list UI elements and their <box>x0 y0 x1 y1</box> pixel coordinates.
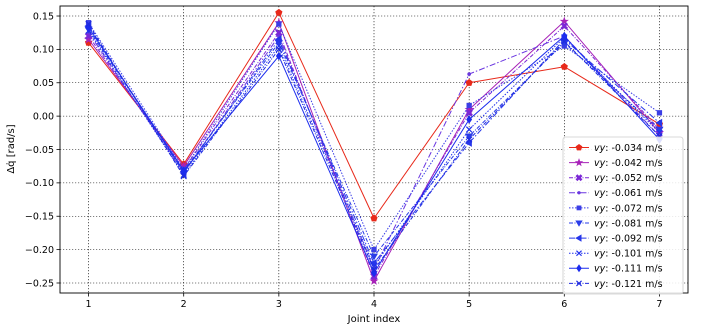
y-tick-label: 0.05 <box>33 78 54 89</box>
x-axis-label: Joint index <box>347 314 401 325</box>
data-point <box>85 20 92 26</box>
legend-entry: vy: -0.081 m/s <box>569 218 663 229</box>
data-point <box>574 158 584 167</box>
data-point <box>467 72 471 76</box>
y-tick-label: 0.10 <box>33 45 54 56</box>
legend-label: vy: -0.061 m/s <box>594 188 663 199</box>
legend-entry: vy: -0.072 m/s <box>569 203 663 214</box>
y-tick-label: −0.25 <box>25 278 54 289</box>
data-point <box>274 35 282 44</box>
axes: 1 2 3 4 5 6 7 0.15 0.10 0.05 0.00 −0.05 −0.10 −0.15 −0… <box>25 11 663 310</box>
x-tick-label: 7 <box>656 299 662 310</box>
data-point <box>576 264 582 273</box>
data-point <box>576 250 582 257</box>
legend-label: vy: -0.101 m/s <box>594 249 663 260</box>
data-point <box>276 21 282 27</box>
data-point <box>575 234 582 242</box>
y-tick-label: 0.15 <box>33 11 54 22</box>
legend-entry: vy: -0.092 m/s <box>569 234 663 245</box>
legend-label: vy: -0.034 m/s <box>594 143 663 154</box>
data-point <box>180 172 187 180</box>
data-point <box>275 28 283 37</box>
data-point <box>465 133 474 141</box>
y-tick-label: −0.10 <box>25 178 54 189</box>
x-tick-label: 5 <box>466 299 472 310</box>
legend-entry: vy: -0.101 m/s <box>569 249 663 260</box>
data-point <box>466 102 472 109</box>
data-point <box>275 8 283 16</box>
data-point <box>575 220 583 227</box>
legend-entry: vy: -0.042 m/s <box>569 158 663 169</box>
x-tick-label: 2 <box>181 299 187 310</box>
data-point <box>655 126 664 134</box>
data-point <box>559 16 569 26</box>
series-lines <box>83 8 665 285</box>
y-tick-label: 0.00 <box>33 111 54 122</box>
y-tick-label: −0.05 <box>25 145 54 156</box>
y-axis-label: Δq̇ [rad/s] <box>5 124 17 173</box>
data-point <box>465 78 473 86</box>
data-point <box>656 110 663 116</box>
legend-label: vy: -0.092 m/s <box>594 234 663 245</box>
x-tick-label: 3 <box>276 299 282 310</box>
legend-entry: vy: -0.034 m/s <box>569 143 663 154</box>
legend-entry: vy: -0.111 m/s <box>569 264 663 275</box>
legend: vy: -0.034 m/s vy: -0.042 m/s vy: -0.052 m… <box>562 136 684 295</box>
legend-entry: vy: -0.061 m/s <box>569 188 663 199</box>
data-point <box>370 253 378 261</box>
data-point <box>576 280 582 287</box>
data-point <box>577 191 581 195</box>
data-point <box>561 38 568 45</box>
legend-label: vy: -0.052 m/s <box>594 173 663 184</box>
data-point <box>85 20 92 28</box>
data-point <box>575 144 583 151</box>
data-point <box>465 136 473 143</box>
data-point <box>655 118 663 127</box>
data-point <box>575 174 583 182</box>
data-point <box>369 276 379 285</box>
legend-label: vy: -0.042 m/s <box>594 158 663 169</box>
data-point <box>275 46 283 53</box>
data-point <box>466 115 473 124</box>
x-tick-label: 1 <box>86 299 92 310</box>
legend-entry: vy: -0.121 m/s <box>569 279 663 290</box>
y-tick-label: −0.15 <box>25 212 54 223</box>
y-tick-label: −0.20 <box>25 245 54 256</box>
data-point <box>576 205 582 211</box>
data-point <box>465 109 473 117</box>
data-point <box>275 51 282 61</box>
data-point <box>464 104 474 114</box>
x-tick-label: 6 <box>561 299 567 310</box>
x-tick-label: 4 <box>371 299 377 310</box>
legend-box <box>562 136 684 295</box>
data-point <box>370 214 378 222</box>
legend-label: vy: -0.111 m/s <box>594 264 663 275</box>
data-point <box>465 126 473 133</box>
legend-entry: vy: -0.052 m/s <box>569 173 663 184</box>
data-point <box>560 22 569 30</box>
data-point <box>371 246 377 253</box>
legend-label: vy: -0.081 m/s <box>594 218 663 229</box>
legend-label: vy: -0.072 m/s <box>594 203 663 214</box>
data-point <box>370 266 378 273</box>
data-point <box>561 31 568 41</box>
data-point <box>560 62 568 70</box>
data-point <box>180 166 187 176</box>
legend-label: vy: -0.121 m/s <box>594 279 663 290</box>
